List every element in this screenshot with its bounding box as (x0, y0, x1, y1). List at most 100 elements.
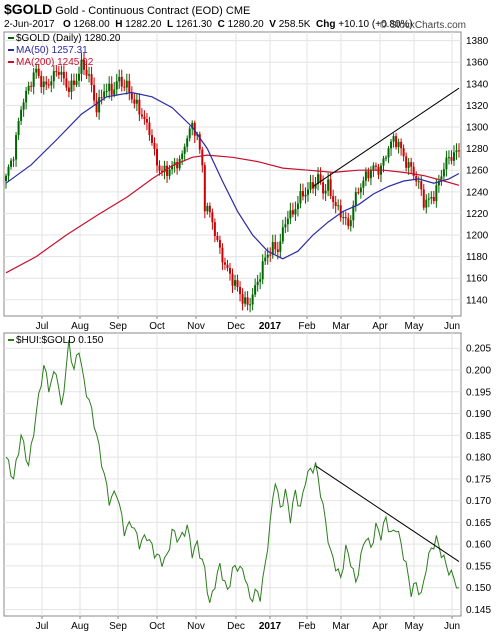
candle-body (158, 165, 161, 171)
candle-body (10, 160, 13, 167)
y-tick-label: 0.190 (466, 409, 491, 420)
candle (166, 160, 169, 183)
candle (108, 76, 111, 99)
y-tick-label: 0.185 (466, 431, 491, 442)
y-tick-label: 1220 (466, 209, 489, 220)
candle (374, 162, 377, 171)
candle-body (422, 189, 425, 208)
candle-body (307, 189, 309, 195)
candle (442, 162, 445, 181)
y-tick-label: 0.170 (466, 496, 491, 507)
candle-body (188, 128, 191, 139)
candle (422, 184, 425, 211)
candle (10, 157, 13, 170)
candle (284, 216, 287, 234)
candle (458, 143, 460, 158)
ma200-line (5, 154, 460, 274)
candle (156, 143, 158, 173)
candle-body (437, 181, 440, 186)
candle-body (60, 71, 63, 75)
candle-body (123, 86, 126, 88)
candle-body (372, 165, 375, 170)
candle (37, 63, 40, 79)
candle (118, 69, 121, 89)
symbol: $GOLD (4, 1, 53, 17)
candle-body (213, 222, 216, 237)
x-tick-label: Mar (332, 321, 350, 332)
y-tick-label: 0.155 (466, 561, 491, 572)
candle-body (90, 74, 93, 86)
candle-body (246, 297, 249, 305)
candle-body (385, 157, 388, 159)
candle (140, 108, 143, 120)
candle (402, 144, 405, 162)
candle (115, 73, 118, 96)
candle (213, 218, 216, 243)
candle (264, 250, 267, 265)
candle (221, 243, 224, 270)
candle-body (445, 157, 448, 170)
candle-body (410, 162, 413, 167)
candle-body (369, 169, 372, 179)
candle-body (334, 202, 337, 206)
candle-body (354, 192, 357, 206)
y-tick-label: 1180 (466, 252, 488, 263)
candle (432, 190, 435, 204)
legend-entry: $GOLD (Daily) 1280.20 (16, 33, 121, 44)
candle (312, 174, 315, 194)
candle-body (374, 165, 377, 167)
candle-body (440, 176, 443, 182)
candle-body (231, 273, 234, 286)
candle-body (327, 179, 330, 191)
candle-body (309, 182, 312, 190)
candle (47, 78, 50, 89)
legend-entry: MA(50) 1257.31 (16, 45, 88, 56)
candle-body (183, 146, 186, 154)
candle-body (25, 90, 28, 103)
candle (261, 254, 264, 285)
candle-body (65, 78, 68, 88)
candle (347, 212, 350, 230)
x-tick-label: Apr (372, 321, 388, 332)
close-label: C (217, 19, 225, 30)
candle (35, 63, 38, 79)
candle (30, 81, 33, 92)
candle-body (55, 71, 58, 73)
trendline-ratio (315, 465, 460, 562)
candle-body (118, 76, 121, 82)
candle-body (228, 267, 231, 274)
trendline-upper (312, 87, 460, 187)
candle-body (216, 236, 219, 240)
candle (228, 262, 231, 281)
candle (279, 233, 282, 259)
candle (392, 133, 395, 148)
candle-body (40, 75, 43, 88)
candle-body (12, 159, 15, 161)
candle-body (329, 179, 332, 197)
x-tick-label: Sep (109, 321, 127, 332)
candle (294, 201, 297, 222)
candle (145, 112, 148, 131)
candle (201, 146, 204, 173)
candle-body (284, 224, 287, 228)
candle (218, 235, 221, 254)
candle (98, 89, 101, 120)
x-tick-label: Nov (187, 621, 205, 632)
candle-body (251, 294, 254, 305)
candle (357, 187, 360, 195)
candle-body (412, 166, 415, 177)
candle (100, 89, 103, 105)
candle-body (261, 261, 264, 280)
candle-body (269, 254, 272, 256)
candle-body (163, 165, 166, 173)
low-label: L (166, 19, 174, 30)
candle-body (352, 205, 355, 221)
candle-body (20, 109, 23, 121)
low-value: 1261.30 (175, 19, 212, 30)
candle (274, 234, 277, 255)
credit-text: © StockCharts.com (379, 20, 466, 31)
x-tick-label: Sep (109, 621, 127, 632)
candle-body (455, 150, 458, 153)
candle-body (299, 191, 302, 204)
candle-body (344, 217, 347, 219)
